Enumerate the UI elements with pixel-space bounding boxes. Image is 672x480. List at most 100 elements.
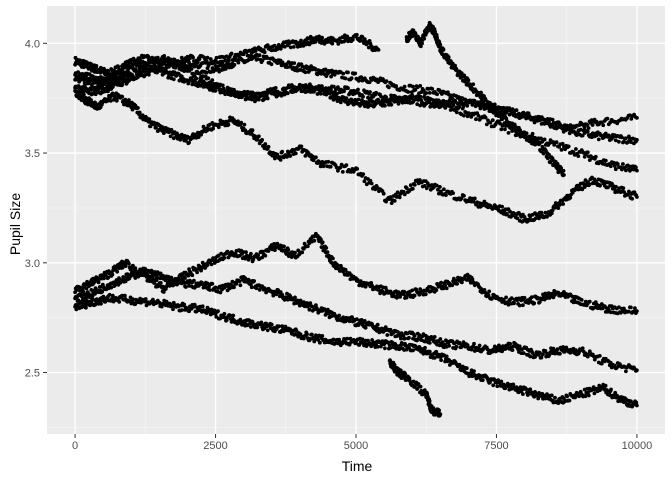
data-point	[611, 160, 616, 165]
data-point	[402, 192, 407, 197]
data-point	[136, 106, 140, 110]
data-point	[171, 307, 175, 312]
data-point	[305, 244, 310, 249]
data-point	[321, 164, 326, 169]
data-point	[508, 209, 512, 214]
data-point	[396, 101, 401, 106]
data-point	[537, 142, 542, 146]
data-point	[288, 45, 293, 50]
data-point	[594, 133, 599, 138]
data-point	[82, 65, 86, 70]
data-point	[451, 191, 455, 196]
data-point	[487, 289, 492, 294]
data-point	[590, 123, 595, 127]
data-point	[605, 116, 610, 121]
data-point	[554, 140, 559, 145]
data-point	[560, 141, 565, 146]
data-point	[155, 55, 160, 60]
data-point	[114, 79, 119, 84]
data-point	[539, 210, 544, 215]
data-point	[319, 71, 324, 76]
data-point	[444, 193, 448, 198]
data-point	[556, 206, 561, 211]
data-point	[197, 71, 202, 76]
data-point	[479, 90, 483, 95]
data-point	[447, 343, 451, 348]
data-point	[260, 255, 264, 260]
data-point	[454, 110, 459, 115]
data-point	[242, 122, 247, 127]
data-point	[559, 148, 564, 152]
data-point	[196, 60, 200, 65]
data-point	[465, 343, 470, 348]
grid-major	[47, 6, 665, 434]
data-point	[280, 149, 285, 154]
data-point	[143, 297, 148, 301]
data-point	[183, 285, 188, 289]
data-point	[99, 301, 103, 306]
data-point	[343, 267, 348, 272]
data-point	[530, 134, 535, 139]
data-point	[384, 79, 389, 83]
data-point	[529, 295, 534, 300]
data-point	[579, 298, 584, 302]
data-point	[197, 57, 202, 61]
data-point	[402, 289, 407, 294]
data-point	[603, 131, 608, 136]
data-point	[269, 62, 274, 67]
data-point	[592, 305, 597, 310]
data-point	[231, 58, 236, 63]
data-point	[375, 322, 380, 327]
data-point	[587, 299, 592, 304]
data-point	[107, 292, 112, 297]
data-point	[216, 125, 221, 130]
data-point	[260, 92, 264, 97]
data-point	[490, 118, 495, 123]
data-point	[515, 216, 520, 221]
data-point	[434, 33, 439, 37]
data-point	[512, 301, 516, 306]
data-point	[260, 138, 264, 142]
data-point	[320, 35, 324, 40]
data-point	[634, 165, 638, 170]
data-point	[545, 156, 550, 161]
data-point	[589, 135, 594, 140]
data-point	[362, 179, 367, 184]
data-point	[96, 280, 101, 285]
data-point	[466, 78, 471, 83]
data-point	[265, 56, 270, 60]
data-point	[84, 305, 88, 310]
data-point	[210, 281, 215, 286]
data-point	[312, 238, 317, 243]
data-point	[108, 78, 113, 82]
data-point	[435, 92, 439, 97]
data-point	[126, 67, 130, 72]
data-point	[140, 65, 145, 70]
data-point	[608, 164, 613, 169]
data-point	[561, 202, 565, 206]
data-point	[330, 90, 334, 94]
data-point	[356, 87, 360, 92]
data-point	[615, 162, 620, 166]
data-point	[459, 71, 464, 75]
data-point	[385, 333, 390, 337]
data-point	[444, 286, 449, 291]
data-point	[244, 92, 248, 96]
data-point	[288, 154, 293, 158]
data-point	[166, 64, 171, 69]
data-point	[586, 126, 591, 130]
data-point	[550, 208, 555, 213]
data-point	[453, 278, 458, 283]
data-point	[371, 100, 375, 104]
data-point	[226, 122, 231, 127]
data-point	[249, 251, 253, 256]
data-point	[273, 89, 278, 94]
data-point	[160, 125, 165, 129]
data-point	[208, 86, 213, 91]
data-point	[94, 64, 99, 68]
data-point	[555, 121, 560, 125]
data-point	[585, 129, 590, 134]
data-point	[394, 84, 398, 88]
data-point	[192, 72, 197, 77]
data-point	[617, 305, 621, 310]
